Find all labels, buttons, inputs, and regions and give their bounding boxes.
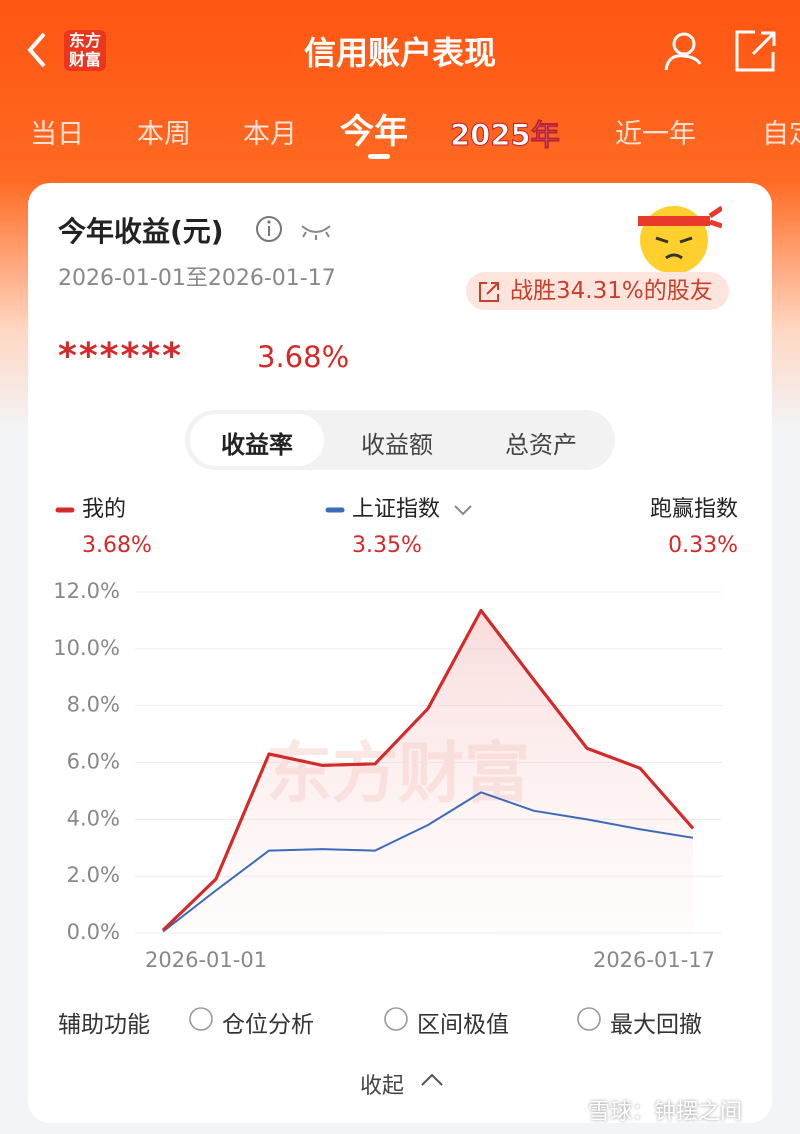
line <box>162 791 694 933</box>
chart: 东方财富 0.0%2.0%4.0%6.0%8.0%10.0%12.0%2026-… <box>53 579 722 972</box>
badge[interactable]: 战胜34.31%的股友 <box>466 272 729 310</box>
tab-indicator <box>368 154 390 159</box>
legend-value: 3.68% <box>82 533 152 558</box>
y-tick-label: 2.0% <box>67 863 120 887</box>
tab[interactable]: 当日 <box>30 119 84 150</box>
option[interactable]: 区间极值 <box>417 1012 509 1038</box>
y-tick-label: 8.0% <box>67 693 120 717</box>
option[interactable]: 最大回撤 <box>610 1012 702 1038</box>
tab[interactable]: 本月 <box>243 119 297 150</box>
hidden-amount: ****** <box>58 336 183 377</box>
legend-name: 我的 <box>82 497 126 522</box>
rate: 3.68% <box>257 340 350 374</box>
collapse[interactable]: 收起 <box>360 1074 405 1099</box>
info-icons[interactable] <box>254 214 334 244</box>
badge-icon <box>479 282 499 302</box>
segment[interactable]: 收益额 <box>361 431 433 459</box>
options-label: 辅助功能 <box>58 1012 150 1038</box>
tab[interactable]: 本周 <box>137 119 191 150</box>
share-icon[interactable] <box>733 28 779 74</box>
mascot <box>638 205 722 274</box>
segment[interactable]: 总资产 <box>505 431 577 459</box>
dropdown-icon <box>454 505 472 516</box>
y-tick-label: 4.0% <box>67 806 120 830</box>
x-tick-label: 2026-01-01 <box>145 948 267 972</box>
logo: 东方财富 <box>64 30 106 71</box>
area <box>163 610 693 933</box>
y-tick-label: 6.0% <box>67 750 120 774</box>
radio-icons <box>189 1007 601 1031</box>
legend-value: 0.33% <box>668 533 738 558</box>
tab[interactable]: 自定 <box>762 119 800 150</box>
card <box>28 183 772 1123</box>
y-tick-label: 10.0% <box>53 636 120 660</box>
legend-name: 上证指数 <box>352 497 440 522</box>
tab[interactable]: 近一年 <box>615 119 696 150</box>
collapse-icon <box>421 1073 443 1086</box>
x-tick-label: 2026-01-17 <box>593 948 715 972</box>
card-title: 今年收益(元) <box>58 215 224 248</box>
page-title: 信用账户表现 <box>303 34 496 72</box>
legend: 我的 3.68% 上证指数 3.35% 跑赢指数 0.33% <box>55 497 738 558</box>
legend-value: 3.35% <box>352 533 422 558</box>
segment[interactable]: 收益率 <box>221 431 293 459</box>
tab[interactable]: 2025年 <box>450 118 561 153</box>
footer-watermark: 雪球：钟摆之间 <box>588 1100 743 1125</box>
option[interactable]: 仓位分析 <box>222 1012 314 1038</box>
user-icon[interactable] <box>660 28 706 74</box>
legend-name: 跑赢指数 <box>650 497 738 522</box>
date-range: 2026-01-01至2026-01-17 <box>58 266 336 291</box>
y-tick-label: 12.0% <box>53 579 120 603</box>
y-tick-label: 0.0% <box>67 920 120 944</box>
line <box>161 608 695 932</box>
back-icon[interactable] <box>22 30 52 70</box>
tab-active[interactable]: 今年 <box>340 112 408 152</box>
segment-active-bg <box>190 414 324 466</box>
